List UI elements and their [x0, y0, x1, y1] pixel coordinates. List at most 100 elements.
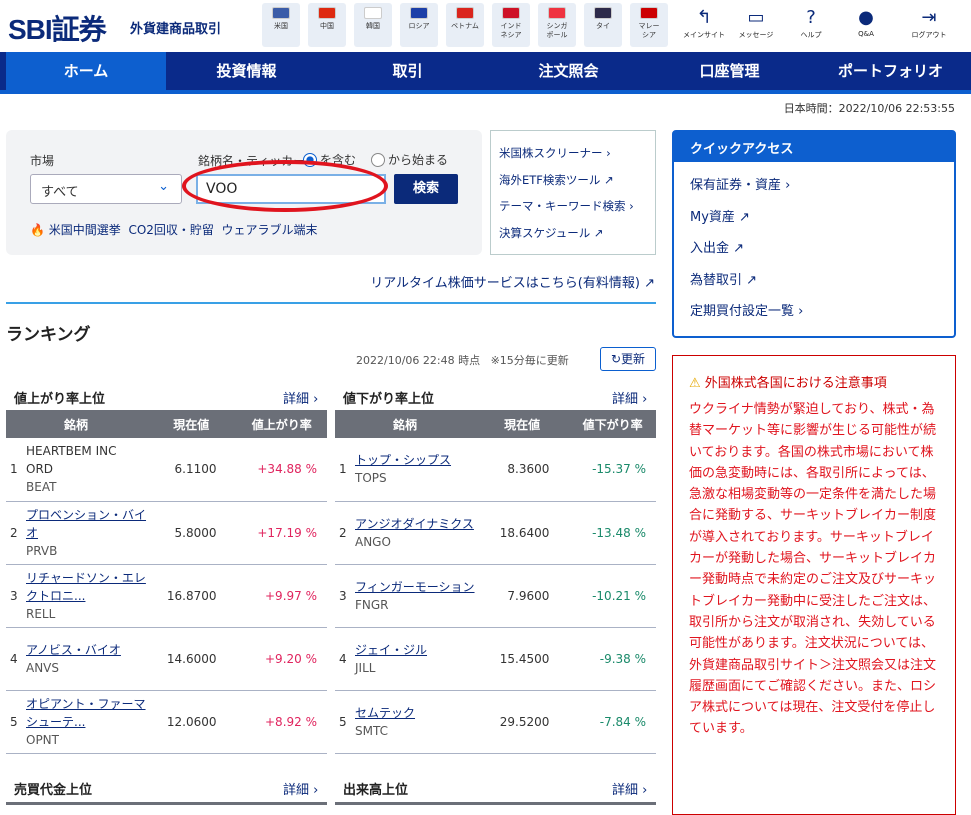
nav-investment-info[interactable]: 投資情報 [216, 62, 277, 80]
country-2-button[interactable]: 韓国 [354, 3, 392, 47]
table-row: 2 アンジオダイナミクス ANGO 18.6400 -13.48 % [335, 501, 656, 565]
price: 16.8700 [146, 564, 237, 628]
stock-link[interactable]: アノビス・バイオ [26, 642, 121, 657]
flag-icon [318, 7, 336, 19]
stock-link[interactable]: ジェイ・ジル [355, 642, 428, 657]
country-0-button[interactable]: 米国 [262, 3, 300, 47]
stock-link[interactable]: セムテック [355, 705, 416, 720]
table-row: 2 プロベンション・バイオ PRVB 5.8000 +17.19 % [6, 501, 327, 565]
flag-icon [548, 7, 566, 19]
japan-time: 日本時間：2022/10/06 22:53:55 [783, 102, 955, 115]
refresh-button[interactable]: ↻更新 [600, 347, 656, 371]
help-icon: ? [806, 7, 816, 28]
tool-links: 米国株スクリーナー › 海外ETF検索ツール ↗ テーマ・キーワード検索 › 決… [490, 130, 656, 255]
ticker: RELL [26, 606, 56, 621]
losers-more-link[interactable]: 詳細 › [612, 392, 648, 407]
theme-search-link[interactable]: テーマ・キーワード検索 › [499, 199, 634, 213]
ranking-title: ランキング [6, 325, 91, 345]
nav-order-inquiry[interactable]: 注文照会 [538, 62, 599, 80]
quick-my-assets[interactable]: My資産 ↗ [690, 209, 750, 225]
flag-icon [502, 7, 520, 19]
refresh-icon: ↻ [610, 352, 622, 366]
return-icon: ↰ [696, 7, 712, 28]
chevron-down-icon: ⌄ [158, 179, 169, 194]
table-row: 1 トップ・シップス TOPS 8.3600 -15.37 % [335, 438, 656, 502]
country-8-button[interactable]: マレー シア [630, 3, 668, 47]
price: 14.6000 [146, 627, 237, 691]
change-rate: -9.38 % [569, 627, 656, 691]
trading-value-title: 売買代金上位 [14, 783, 93, 798]
stock-name: HEARTBEM INC ORD [26, 444, 117, 477]
stock-link[interactable]: フィンガーモーション [355, 579, 475, 594]
stock-link[interactable]: プロベンション・バイオ [26, 507, 147, 540]
flag-icon [364, 7, 382, 19]
volume-title: 出来高上位 [343, 783, 409, 798]
country-1-button[interactable]: 中国 [308, 3, 346, 47]
chevron-right-icon: › [606, 146, 611, 160]
flag-icon [410, 7, 428, 19]
nav-home[interactable]: ホーム [6, 52, 166, 90]
earnings-schedule-link[interactable]: 決算スケジュール ↗ [499, 225, 604, 240]
etf-search-link[interactable]: 海外ETF検索ツール ↗ [499, 172, 614, 187]
divider [6, 302, 656, 304]
return-button[interactable]: ↰ メインサイト [674, 6, 734, 40]
stock-link[interactable]: アンジオダイナミクス [355, 516, 474, 531]
quick-fx[interactable]: 為替取引 ↗ [690, 272, 758, 288]
table-row: 5 オピアント・ファーマシューテ... OPNT 12.0600 +8.92 % [6, 690, 327, 754]
change-rate: -15.37 % [569, 438, 656, 502]
volume-more-link[interactable]: 詳細 › [612, 783, 648, 798]
fire-icon: 🔥 [30, 223, 45, 237]
keyword-link[interactable]: ウェアラブル端末 [221, 223, 318, 237]
message-button[interactable]: ▭ メッセージ [726, 6, 786, 40]
warning-body: ウクライナ情勢が緊迫しており、株式・為替マーケット等に影響が生じる可能性が続いて… [689, 402, 937, 737]
trading-value-more-link[interactable]: 詳細 › [283, 783, 319, 798]
keyword-link[interactable]: CO2回収・貯留 [128, 223, 214, 237]
gainers-title: 値上がり率上位 [14, 392, 106, 407]
table-row: 3 リチャードソン・エレクトロニ... RELL 16.8700 +9.97 % [6, 564, 327, 628]
radio-unchecked-icon [371, 152, 385, 167]
table-header: 銘柄 現在値 値上がり率 [6, 410, 327, 438]
change-rate: +34.88 % [236, 438, 327, 502]
country-3-button[interactable]: ロシア [400, 3, 438, 47]
stock-link[interactable]: オピアント・ファーマシューテ... [26, 696, 146, 729]
site-subtitle: 外貨建商品取引 [130, 22, 222, 37]
search-button[interactable]: 検索 [394, 174, 458, 204]
country-6-button[interactable]: シンガ ポール [538, 3, 576, 47]
quick-periodic[interactable]: 定期買付設定一覧 › [690, 304, 804, 319]
help-button[interactable]: ? ヘルプ [781, 6, 841, 40]
radio-starts-with[interactable]: から始まる [371, 151, 448, 168]
country-5-button[interactable]: インド ネシア [492, 3, 530, 47]
keyword-link[interactable]: 米国中間選挙 [48, 223, 121, 237]
ticker: JILL [355, 660, 376, 675]
country-7-button[interactable]: タイ [584, 3, 622, 47]
flag-icon [640, 7, 658, 19]
external-link-icon: ↗ [593, 225, 604, 240]
red-annotation-circle [182, 160, 388, 212]
gainers-more-link[interactable]: 詳細 › [283, 392, 319, 407]
realtime-service-link[interactable]: リアルタイム株価サービスはこちら(有料情報) ↗ [370, 276, 655, 291]
nav-account[interactable]: 口座管理 [699, 62, 760, 80]
change-rate: +8.92 % [236, 690, 327, 754]
ticker: TOPS [355, 471, 387, 486]
ticker: ANGO [355, 534, 391, 549]
stock-link[interactable]: リチャードソン・エレクトロニ... [26, 570, 146, 603]
price: 8.3600 [475, 438, 570, 502]
logout-button[interactable]: ⇥ ログアウト [899, 6, 959, 40]
ticker: PRVB [26, 543, 58, 558]
warning-panel: ⚠ 外国株式各国における注意事項 ウクライナ情勢が緊迫しており、株式・為替マーケ… [672, 355, 956, 815]
nav-portfolio[interactable]: ポートフォリオ [837, 62, 943, 80]
external-link-icon: ↗ [604, 172, 614, 187]
country-4-button[interactable]: ベトナム [446, 3, 484, 47]
sbi-logo[interactable]: SBI証券 [8, 14, 107, 45]
change-rate: -10.21 % [569, 564, 656, 628]
quick-deposit[interactable]: 入出金 ↗ [690, 241, 745, 256]
price: 6.1100 [146, 438, 237, 502]
stock-link[interactable]: トップ・シップス [355, 453, 452, 468]
market-select[interactable]: すべて ⌄ [30, 174, 182, 204]
price: 5.8000 [146, 501, 237, 565]
qa-button[interactable]: ● Q&A [836, 6, 896, 38]
external-link-icon: ↗ [644, 276, 655, 291]
screener-link[interactable]: 米国株スクリーナー › [499, 146, 611, 160]
quick-holdings[interactable]: 保有証券・資産 › [690, 178, 791, 193]
nav-trade[interactable]: 取引 [392, 62, 423, 80]
